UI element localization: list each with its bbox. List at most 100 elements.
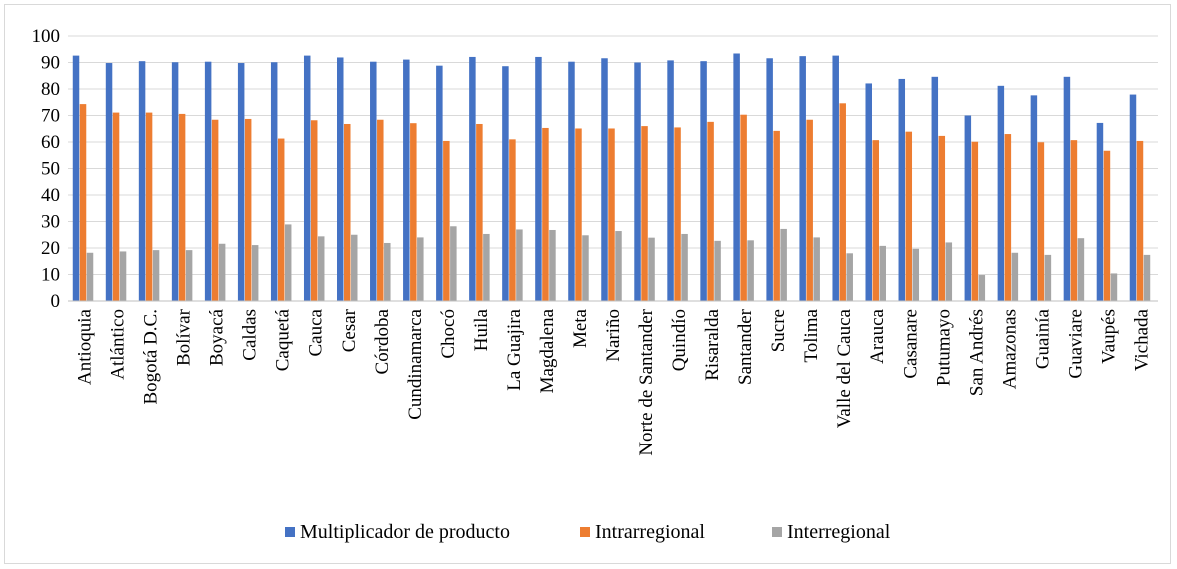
y-tick-label: 70: [41, 106, 60, 127]
bar-multiplicador: [898, 78, 906, 302]
x-category-label: Guainía: [1032, 308, 1053, 369]
x-category-label: Santander: [735, 308, 756, 385]
bar-interregional: [681, 233, 688, 301]
bar-intrarregional: [410, 123, 417, 301]
bar-multiplicador: [799, 56, 806, 301]
bar-multiplicador: [865, 83, 872, 301]
bar-intrarregional: [575, 128, 582, 301]
x-category-label: Cundinamarca: [405, 308, 426, 419]
bar-interregional: [747, 240, 754, 301]
bar-multiplicador: [237, 63, 245, 301]
bar-intrarregional: [178, 113, 186, 301]
y-tick-label: 20: [41, 238, 60, 259]
y-tick-label: 0: [51, 291, 61, 312]
x-category-label: Antioquia: [75, 308, 96, 385]
bar-multiplicador: [1063, 76, 1071, 301]
x-category-label: Bogotá D.C.: [141, 309, 162, 405]
bar-multiplicador: [171, 62, 179, 301]
bar-multiplicador: [436, 65, 443, 302]
x-category-label: Norte de Santander: [636, 308, 657, 455]
bar-multiplicador: [105, 63, 113, 301]
bar-intrarregional: [905, 131, 913, 301]
bar-interregional: [648, 237, 655, 301]
x-category-label: Tolima: [801, 308, 822, 362]
bar-intrarregional: [839, 103, 846, 301]
bar-interregional: [978, 275, 986, 301]
x-category-label: Caquetá: [273, 308, 294, 371]
bar-interregional: [86, 252, 94, 301]
bar-interregional: [879, 245, 886, 301]
bar-multiplicador: [535, 56, 542, 302]
bar-intrarregional: [310, 120, 318, 302]
x-category-label: Cesar: [339, 308, 360, 352]
bar-multiplicador: [303, 55, 311, 301]
bar-interregional: [615, 231, 622, 301]
bar-interregional: [516, 229, 523, 301]
bar-multiplicador: [634, 62, 641, 301]
bar-intrarregional: [377, 119, 384, 302]
bar-multiplicador: [204, 61, 212, 301]
bar-multiplicador: [766, 58, 773, 302]
y-tick-label: 90: [41, 53, 60, 74]
bar-interregional: [284, 224, 292, 301]
x-category-label: Magdalena: [537, 308, 558, 393]
bar-multiplicador: [832, 55, 839, 301]
y-tick-label: 80: [41, 79, 60, 100]
bar-interregional: [119, 251, 127, 301]
x-category-label: Quindío: [669, 309, 690, 371]
bar-multiplicador: [502, 66, 509, 302]
bar-interregional: [912, 248, 920, 301]
bar-intrarregional: [806, 119, 813, 302]
bar-interregional: [450, 226, 457, 301]
x-category-label: Amazonas: [999, 309, 1020, 389]
x-axis-category-labels: Antioquia Atlántico Bogotá D.C. Bolívar Boya…: [75, 308, 1153, 455]
legend: Multiplicador de producto Intrarregional I…: [285, 521, 891, 543]
bar-intrarregional: [1004, 134, 1012, 301]
x-category-label: Bolívar: [174, 308, 195, 366]
bar-multiplicador: [601, 58, 608, 302]
x-category-label: Caldas: [240, 309, 261, 361]
bar-multiplicador: [72, 55, 80, 301]
bar-multiplicador: [997, 85, 1005, 301]
bar-intrarregional: [707, 121, 714, 301]
x-category-label: Atlántico: [108, 309, 129, 380]
y-tick-label: 50: [41, 159, 60, 180]
x-category-label: Vaupés: [1098, 309, 1119, 364]
bar-interregional: [384, 242, 391, 301]
bar-intrarregional: [740, 114, 747, 301]
bar-interregional: [317, 236, 325, 301]
x-category-label: Sucre: [768, 309, 789, 352]
bar-interregional: [1143, 254, 1151, 301]
y-tick-label: 60: [41, 132, 60, 153]
bar-multiplicador: [964, 115, 972, 301]
x-category-label: Nariño: [603, 309, 624, 362]
bar-intrarregional: [145, 112, 153, 302]
bar-intrarregional: [1037, 142, 1045, 301]
bar-intrarregional: [938, 135, 946, 301]
bar-multiplicador: [1129, 94, 1137, 301]
bar-multiplicador: [270, 62, 278, 301]
x-category-label: Putumayo: [933, 309, 954, 386]
legend-label: Multiplicador de producto: [300, 521, 510, 543]
y-tick-label: 40: [41, 185, 60, 206]
bar-interregional: [152, 250, 160, 301]
bar-intrarregional: [773, 130, 780, 301]
bar-multiplicador: [733, 53, 740, 301]
bar-intrarregional: [872, 140, 879, 301]
bar-interregional: [483, 233, 490, 301]
x-category-label: La Guajira: [504, 308, 525, 390]
x-category-label: Risaralda: [702, 308, 723, 380]
bar-multiplicador: [1096, 122, 1104, 301]
bar-multiplicador: [1030, 95, 1038, 301]
bar-multiplicador: [931, 76, 939, 301]
bar-multiplicador: [700, 61, 707, 301]
legend-swatch: [772, 527, 782, 537]
bar-multiplicador: [667, 60, 674, 301]
bar-multiplicador: [370, 61, 377, 301]
bar-interregional: [846, 253, 853, 301]
bar-intrarregional: [443, 140, 450, 301]
bar-interregional: [1011, 252, 1019, 301]
bar-intrarregional: [542, 127, 549, 301]
legend-label: Intrarregional: [595, 521, 705, 543]
